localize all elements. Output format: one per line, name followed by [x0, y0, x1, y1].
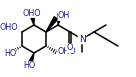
Text: OHO: OHO: [23, 8, 41, 17]
Polygon shape: [28, 53, 34, 65]
Text: HO: HO: [23, 62, 35, 71]
Text: OH: OH: [58, 11, 70, 20]
Polygon shape: [46, 17, 58, 32]
Text: N: N: [79, 34, 85, 44]
Text: O: O: [67, 44, 73, 53]
Text: HO: HO: [4, 50, 16, 59]
Polygon shape: [58, 14, 62, 25]
Text: OHO: OHO: [57, 48, 76, 57]
Text: OHO: OHO: [0, 22, 18, 31]
Polygon shape: [30, 15, 34, 25]
